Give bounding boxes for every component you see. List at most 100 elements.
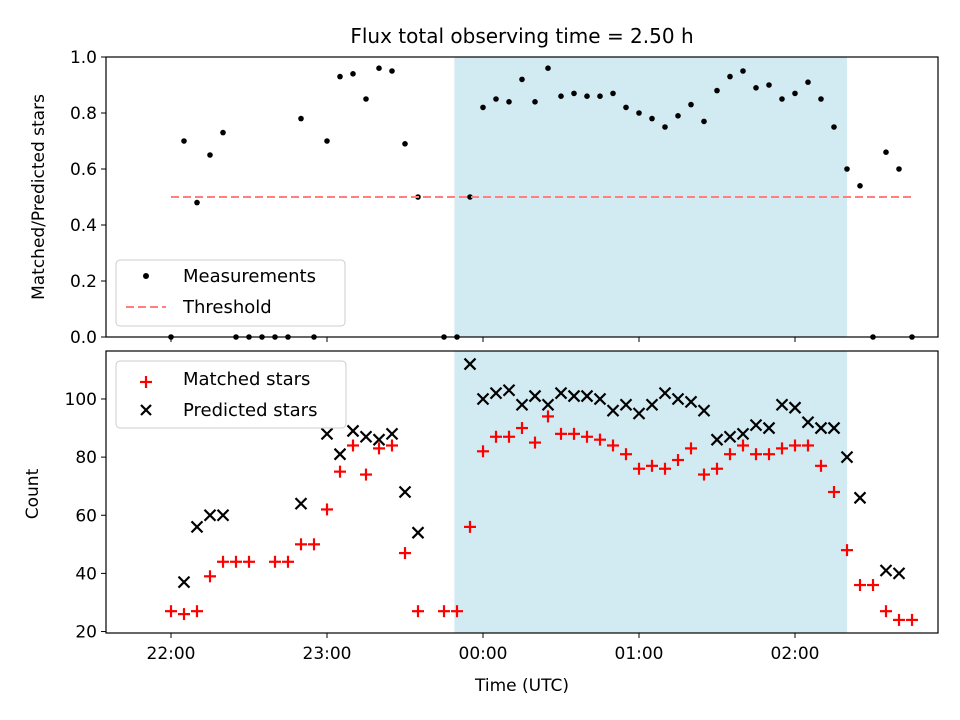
count-ylabel: Count	[23, 468, 43, 519]
matched-stars-point	[893, 613, 905, 626]
ratio-legend: Measurements Threshold	[115, 259, 346, 327]
predicted-stars-point	[190, 520, 204, 534]
matched-stars-point	[243, 555, 255, 568]
matched-stars-point	[204, 570, 216, 583]
predicted-stars-point	[411, 526, 425, 539]
measurements-point	[519, 76, 525, 83]
predicted-stars-point	[541, 398, 555, 412]
predicted-stars-point	[580, 389, 594, 403]
measurements-point	[805, 79, 811, 85]
matched-stars-point	[659, 462, 671, 475]
predicted-stars-point	[671, 392, 685, 406]
matched-stars-point	[880, 605, 892, 618]
measurements-point	[493, 96, 499, 102]
ratio-plot-frame	[105, 56, 939, 338]
legend-matched-label: Matched stars	[183, 369, 310, 390]
predicted-stars-point	[372, 433, 386, 446]
x-tick-label: 22:00	[147, 644, 196, 664]
matched-stars-point	[321, 503, 333, 516]
predicted-stars-point	[827, 421, 841, 435]
predicted-stars-point	[892, 567, 906, 580]
measurements-point	[597, 93, 603, 99]
x-tick-label: 00:00	[459, 644, 508, 664]
x-tick-label: 02:00	[771, 644, 820, 664]
predicted-stars-point	[840, 450, 854, 464]
predicted-stars-point	[489, 386, 503, 400]
matched-stars-point	[308, 538, 320, 551]
matched-stars-point	[789, 439, 801, 452]
matched-stars-point	[230, 555, 242, 568]
measurements-point	[558, 93, 564, 99]
x-axis-label: Time (UTC)	[474, 676, 569, 696]
measurements-point	[779, 96, 785, 102]
ratio-ylabel: Matched/Predicted stars	[29, 94, 49, 300]
matched-stars-point	[269, 555, 281, 568]
matched-stars-point	[568, 427, 580, 440]
legend-measurements-marker	[143, 273, 149, 279]
predicted-stars-point	[515, 398, 529, 412]
predicted-stars-point	[736, 427, 750, 441]
measurements-point	[376, 65, 382, 71]
legend-predicted-label: Predicted stars	[183, 400, 317, 421]
matched-stars-point	[672, 454, 684, 467]
legend-threshold-label: Threshold	[182, 297, 272, 318]
ratio-y-tick-label: 1.0	[70, 48, 97, 68]
matched-stars-point	[607, 439, 619, 452]
matched-stars-point	[581, 430, 593, 443]
legend-measurements-label: Measurements	[183, 266, 316, 287]
count-highlight-span	[454, 351, 847, 633]
measurements-point	[753, 85, 759, 91]
measurements-point	[649, 115, 655, 122]
measurements-point	[194, 199, 200, 206]
measurements-point	[220, 129, 226, 136]
matched-stars-point	[802, 439, 814, 452]
predicted-stars-point	[879, 564, 893, 577]
predicted-stars-point	[177, 575, 191, 589]
x-tick-label: 23:00	[303, 644, 352, 664]
matched-stars-point	[477, 445, 489, 458]
matched-stars-point	[737, 439, 749, 452]
matched-stars-point	[620, 448, 632, 461]
predicted-stars-point	[658, 386, 672, 400]
predicted-stars-point	[697, 404, 711, 417]
matched-stars-point	[399, 547, 411, 560]
measurements-point	[389, 68, 395, 74]
measurements-point	[571, 90, 577, 97]
measurements-point	[844, 166, 850, 172]
ratio-legend-box	[115, 259, 346, 327]
legend-matched-marker	[140, 376, 152, 388]
matched-stars-point	[191, 605, 203, 618]
measurements-point	[623, 104, 629, 111]
measurements-point	[363, 96, 369, 102]
predicted-stars-point	[216, 508, 230, 522]
matched-stars-point	[373, 442, 385, 455]
predicted-stars-point	[632, 407, 646, 420]
measurements-point	[532, 99, 538, 105]
ratio-y-tick-label: 0.6	[70, 160, 97, 180]
predicted-stars-point	[853, 491, 867, 505]
matched-stars-point	[867, 579, 879, 592]
count-y-tick-label: 100	[65, 390, 97, 410]
predicted-stars-point	[775, 398, 789, 412]
predicted-stars-point	[398, 485, 412, 499]
predicted-stars-point	[476, 392, 490, 406]
matched-stars-point	[828, 486, 840, 498]
predicted-stars-point	[723, 430, 737, 444]
measurements-point	[662, 124, 668, 130]
matched-stars-point	[295, 538, 307, 551]
matched-stars-point	[529, 436, 541, 449]
predicted-stars-point	[359, 430, 373, 444]
matched-stars-point	[711, 462, 723, 475]
predicted-stars-point	[619, 398, 633, 412]
predicted-stars-point	[528, 389, 542, 403]
measurements-point	[324, 138, 330, 144]
matched-stars-point	[386, 439, 398, 452]
predicted-stars-point	[606, 404, 620, 417]
predicted-stars-point	[502, 383, 516, 397]
count-legend-box	[115, 360, 347, 429]
count-y-tick-label: 80	[75, 448, 97, 468]
measurements-point	[350, 71, 356, 77]
count-y-tick-label: 60	[75, 506, 97, 526]
measurements-point	[701, 118, 707, 125]
